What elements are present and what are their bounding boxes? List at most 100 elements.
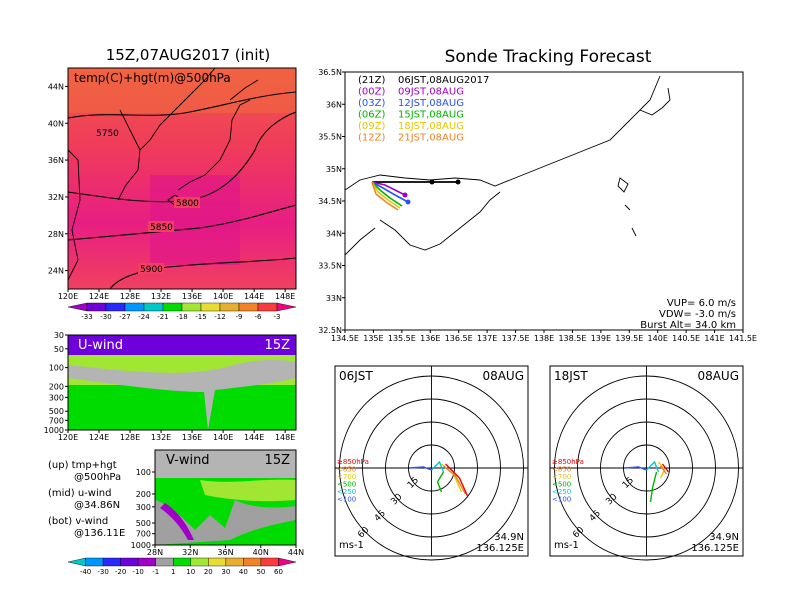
track-legend-time: 12JST,08AUG [398,98,464,109]
windbar-tick: -20 [115,568,126,576]
contour-label-bg [94,127,120,138]
uwind-ytick-label: 300 [49,393,64,402]
map500-ytick-label: 36N [48,156,64,165]
windbar-swatch [102,557,121,567]
map500-xtick-label: 148E [275,292,295,301]
track-xtick-label: 138E [534,334,554,343]
colorbar500-swatch [257,302,278,312]
vwind-xtick-label: 28N [147,548,163,557]
vwind-xtick-label: 40N [253,548,269,557]
windbar-swatch [120,557,139,567]
map500-ytick-label: 40N [48,119,64,128]
track-xtick-label: 139E [591,334,611,343]
track-info-line: Burst Alt= 34.0 km [640,320,736,331]
hodo-lat: 34.9N [494,532,524,543]
track-xtick-label: 135.5E [388,334,416,343]
track-ytick-label: 33N [326,294,342,303]
contour-label: 5900 [140,265,163,275]
vwind-label: V-wind [166,453,210,468]
contour-5900 [109,257,296,289]
map500-ytick-label: 44N [48,82,64,91]
hodo-trace [657,461,666,479]
windbar-tick: 40 [239,568,248,576]
windbar-swatch [137,557,156,567]
map500-xtick-label: 132E [151,292,171,301]
colorbar500-tick: -24 [138,313,150,321]
hodo-trace [431,460,445,473]
vwind-light-band [200,479,296,502]
vwind-ytick-label: 1000 [131,541,151,550]
vwind-ytick-label: 700 [136,530,151,539]
track-legend-code: (21Z) [358,75,385,86]
left-title: 15Z,07AUG2017 (init) [106,46,270,64]
track-legend-code: (03Z) [358,98,385,109]
colorbar500-tick: -9 [236,313,243,321]
windbar-swatch [260,557,279,567]
hodo-time: 18JST [554,369,588,383]
track-xtick-label: 139.5E [615,334,643,343]
track-12z [371,181,399,211]
hodo-level-label: <100 [337,496,356,504]
hodo-level-label: ≥850hPa [552,458,584,466]
windbar-swatch [173,557,191,567]
contour-label: 5750 [96,129,119,139]
uwind-xtick-label: 136E [182,433,202,442]
track-frame [344,71,744,331]
windbar-tick: 10 [186,568,195,576]
colorbar500-swatch [86,302,107,312]
vwind-xtick-label: 32N [182,548,198,557]
coast-honshu [345,75,671,191]
track-ytick-label: 34N [326,229,342,238]
colorbar500-swatch [105,302,126,312]
track-ytick-label: 33.5N [318,262,342,271]
uwind-easterly-top [68,335,296,355]
windbar-tick: -10 [132,568,143,576]
coast-kii [379,191,501,251]
uwind-ytick-label: 30 [54,331,64,340]
vwind-ytick-label: 500 [136,519,151,528]
hodo-date: 08AUG [697,369,739,383]
uwind-xtick-label: 132E [151,433,171,442]
map500-label: temp(C)+hgt(m)@500hPa [74,71,231,85]
track-03z-end [405,199,411,205]
track-legend-code: (09Z) [358,121,385,132]
contour-5750 [68,91,296,119]
windbar-swatch [208,557,227,567]
uwind-xtick-label: 140E [213,433,233,442]
map500-ytick-label: 24N [48,267,64,276]
track-legend-time: 15JST,08AUG [398,110,464,121]
track-ytick-label: 32.5N [318,326,342,335]
track-info-line: VUP= 6.0 m/s [667,298,736,309]
track-legend-code: (06Z) [358,110,385,121]
track-xtick-label: 135E [363,334,383,343]
vwind-gray-top [155,450,296,478]
track-06z [371,181,403,207]
note-line: (mid) u-wind [48,488,111,499]
track-00z-end [402,192,408,198]
map500-xtick-label: 136E [182,292,202,301]
hodo-trace [624,466,647,471]
colorbar500-swatch [162,302,183,312]
colorbar500-tick: -30 [100,313,111,321]
coast-shikoku [345,227,376,256]
track-legend-time: 18JST,08AUG [398,121,464,132]
uwind-ytick-label: 100 [49,364,64,373]
windbar-swatch [190,557,209,567]
colorbar500-swatch [124,302,145,312]
colorbar500-swatch [219,302,240,312]
contour-label: 5850 [150,223,173,233]
note-sub: @500hPa [74,472,121,483]
note-line: (bot) v-wind [48,516,108,527]
note-line: (up) tmp+hgt [48,460,117,471]
windbar-tick: 60 [274,568,283,576]
colorbar500-swatch [200,302,221,312]
windbar-tick: -30 [97,568,108,576]
colorbar500-swatch [67,302,88,312]
windbar-tick: -40 [80,568,91,576]
colorbar500-tick: -21 [157,313,168,321]
hodo-trace [646,460,660,473]
map500-xtick-label: 128E [120,292,140,301]
track-00z [371,181,406,196]
windbar-swatch [243,557,262,567]
